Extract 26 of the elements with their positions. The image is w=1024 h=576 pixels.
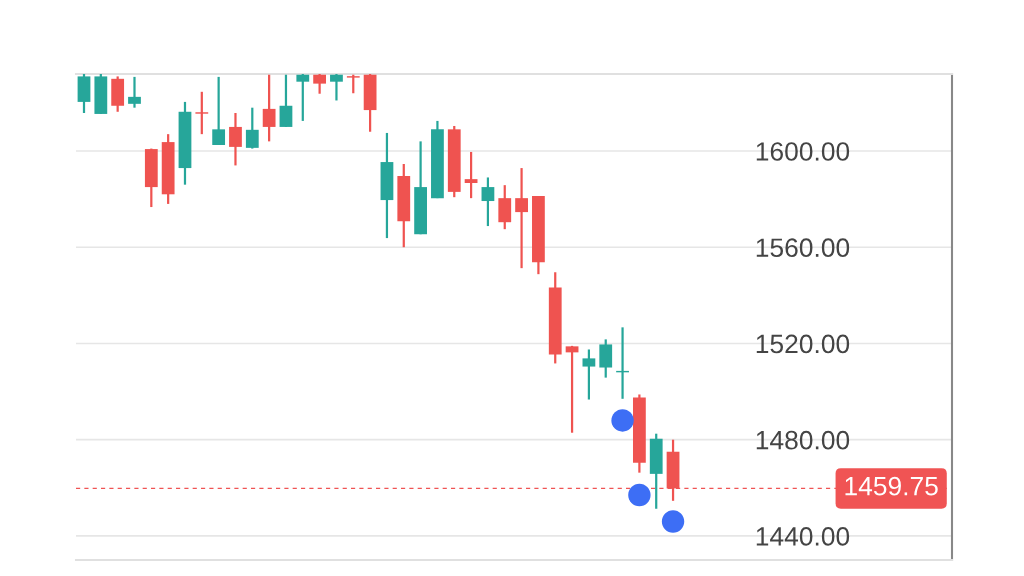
point	[611, 409, 634, 432]
candlestick	[229, 111, 242, 167]
candlestick	[330, 74, 343, 102]
y-tick-label: 1520.00	[756, 334, 850, 354]
candlestick	[313, 74, 327, 95]
candlestick	[212, 75, 226, 147]
candlestick	[245, 106, 259, 150]
y-tick-label: 1480.00	[756, 430, 850, 450]
candlestick	[481, 176, 495, 228]
y-tick-label: 1600.00	[756, 142, 850, 161]
candlestick	[565, 344, 579, 434]
candlestick	[279, 74, 293, 129]
candlestick	[195, 90, 209, 136]
candlestick	[464, 150, 478, 200]
candlestick	[262, 74, 276, 143]
candlestick	[515, 166, 528, 270]
candlestick	[599, 338, 613, 379]
ref-line-label: 1459.75	[845, 476, 938, 496]
point	[661, 510, 685, 533]
candlestick	[128, 75, 141, 109]
candlestick	[346, 74, 360, 95]
candlestick	[296, 74, 310, 123]
point	[628, 483, 651, 507]
y-tick-label: 1560.00	[756, 238, 850, 258]
y-tick-label: 1440.00	[756, 527, 850, 546]
candlestick	[582, 348, 596, 401]
